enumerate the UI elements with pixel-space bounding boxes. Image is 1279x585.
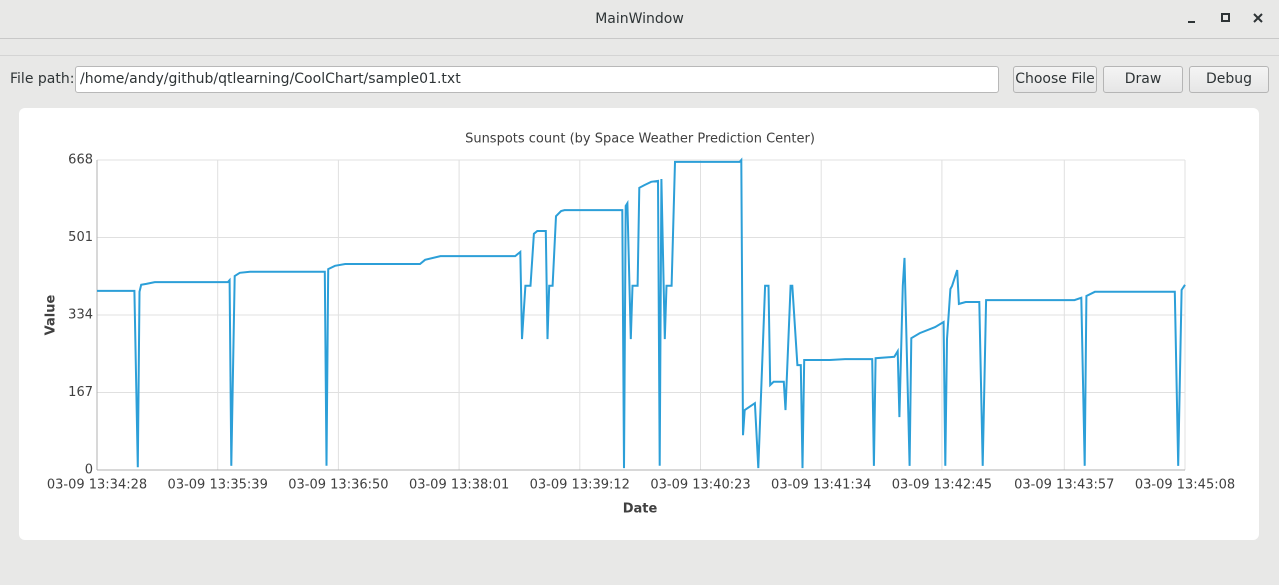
x-tick-label: 03-09 13:39:12 — [530, 478, 630, 493]
maximize-button[interactable] — [1221, 13, 1231, 23]
choose-file-button[interactable]: Choose File — [1013, 66, 1097, 93]
x-tick-label: 03-09 13:41:34 — [771, 478, 871, 493]
x-tick-label: 03-09 13:42:45 — [892, 478, 992, 493]
toolbar — [0, 39, 1279, 56]
y-tick-label: 0 — [85, 463, 93, 478]
debug-button[interactable]: Debug — [1189, 66, 1269, 93]
file-label: File path: — [10, 71, 75, 87]
x-tick-label: 03-09 13:45:08 — [1135, 478, 1235, 493]
y-tick-label: 668 — [68, 153, 93, 168]
x-tick-label: 03-09 13:35:39 — [168, 478, 268, 493]
close-button[interactable] — [1253, 13, 1263, 23]
x-tick-label: 03-09 13:38:01 — [409, 478, 509, 493]
file-path-input[interactable]: /home/andy/github/qtlearning/CoolChart/s… — [75, 66, 999, 93]
x-tick-label: 03-09 13:34:28 — [47, 478, 147, 493]
y-tick-label: 501 — [68, 230, 93, 245]
y-tick-label: 334 — [68, 308, 93, 323]
data-line — [97, 157, 1186, 469]
minimize-button[interactable] — [1187, 13, 1197, 23]
y-tick-label: 167 — [68, 385, 93, 400]
window-title: MainWindow — [595, 11, 684, 27]
draw-button[interactable]: Draw — [1103, 66, 1183, 93]
title-bar: MainWindow — [0, 0, 1279, 39]
x-tick-label: 03-09 13:43:57 — [1014, 478, 1114, 493]
x-axis-label: Date — [623, 502, 658, 517]
x-tick-label: 03-09 13:36:50 — [288, 478, 388, 493]
x-tick-label: 03-09 13:40:23 — [650, 478, 750, 493]
chart-panel — [19, 108, 1259, 540]
y-axis-label: Value — [44, 294, 59, 335]
chart-title: Sunspots count (by Space Weather Predict… — [465, 132, 815, 147]
